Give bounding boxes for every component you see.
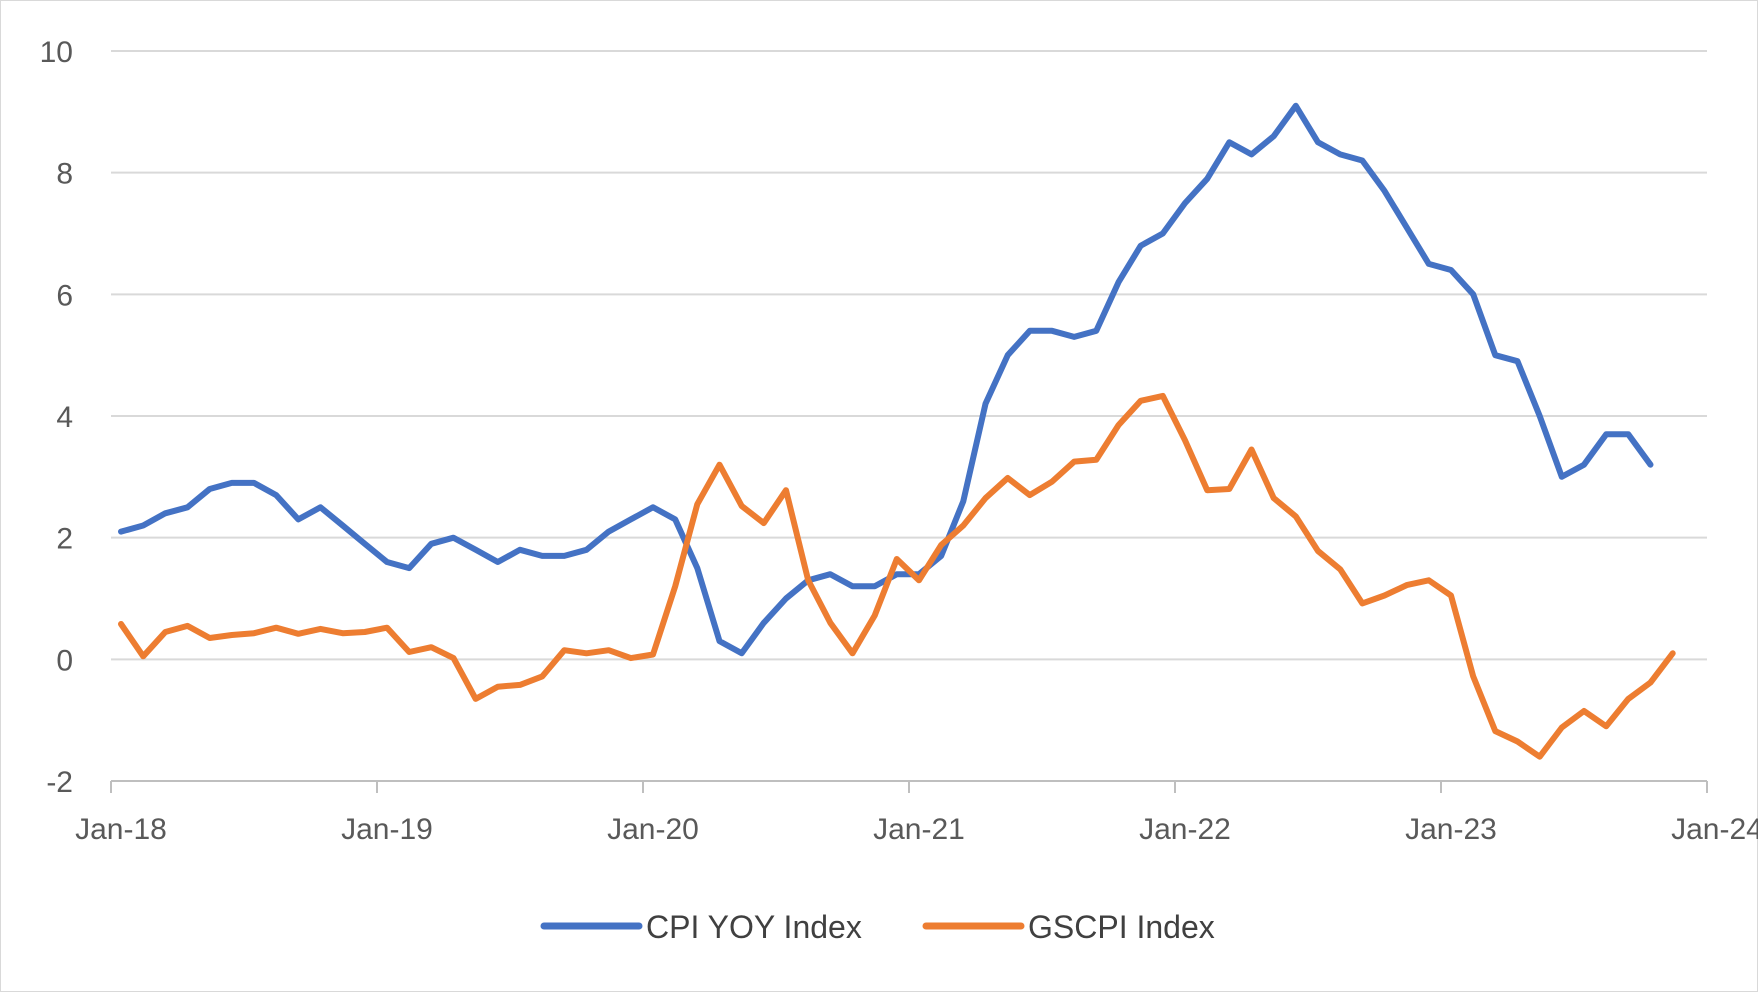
x-tick-label: Jan-18 <box>75 813 167 846</box>
y-tick-label: 0 <box>56 644 73 677</box>
series-line-cpi-yoy <box>118 102 1654 657</box>
x-tick-label: Jan-19 <box>341 813 433 846</box>
x-tick-label: Jan-20 <box>607 813 699 846</box>
x-tick-label: Jan-23 <box>1405 813 1497 846</box>
series-lines <box>118 102 1676 760</box>
legend-label: CPI YOY Index <box>646 909 862 945</box>
y-tick-label: 6 <box>56 279 73 312</box>
y-tick-label: 8 <box>56 158 73 191</box>
x-tick-label: Jan-24 <box>1671 813 1758 846</box>
y-tick-label: -2 <box>46 766 73 799</box>
y-tick-label: 4 <box>56 401 73 434</box>
y-axis-tick-labels: -2 0 2 4 6 8 10 <box>40 36 73 799</box>
legend-label: GSCPI Index <box>1028 909 1215 945</box>
x-tick-label: Jan-22 <box>1139 813 1231 846</box>
x-axis-tick-labels: Jan-18 Jan-19 Jan-20 Jan-21 Jan-22 Jan-23 Jan-… <box>75 813 1758 846</box>
legend: CPI YOY Index GSCPI Index <box>540 909 1215 945</box>
gridlines <box>111 50 1707 661</box>
x-axis <box>110 780 1708 793</box>
series-line-gscpi <box>118 392 1676 760</box>
y-tick-label: 2 <box>56 523 73 556</box>
y-tick-label: 10 <box>40 36 73 69</box>
x-tick-label: Jan-21 <box>873 813 965 846</box>
